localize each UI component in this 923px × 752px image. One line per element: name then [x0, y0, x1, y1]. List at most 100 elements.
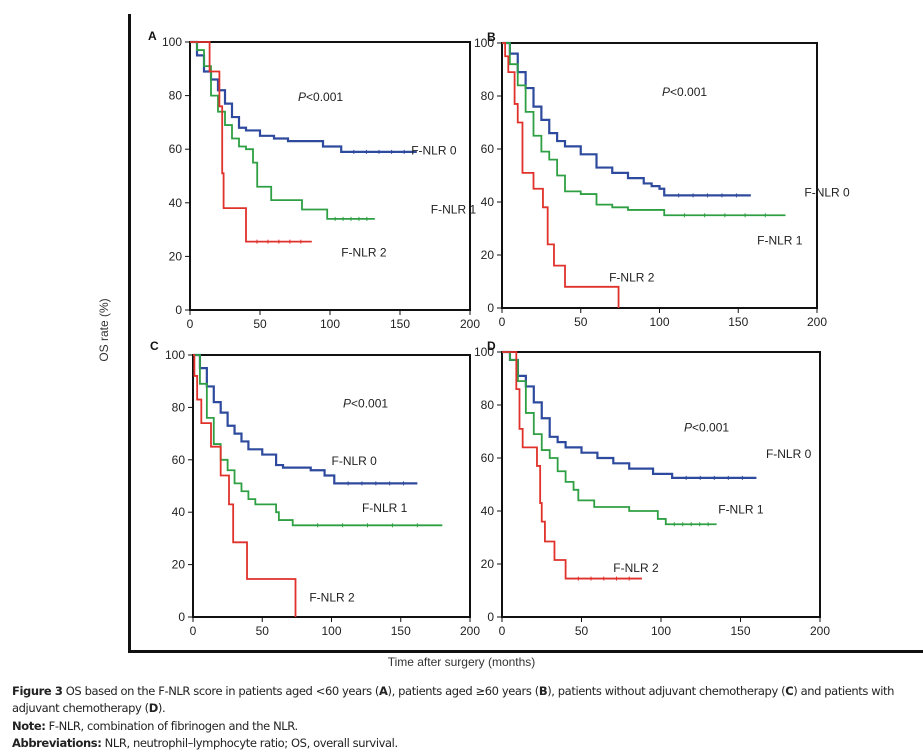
panel-b-x-tick-label: 150 — [728, 315, 748, 329]
panel-c-y-tick-label: 0 — [178, 610, 185, 624]
panel-c-y-tick-label: 100 — [165, 348, 185, 362]
panel-c-p-value: P<0.001 — [343, 396, 388, 410]
panel-c-y-tick-label: 40 — [172, 505, 186, 519]
panel-b-x-tick-label: 0 — [499, 315, 506, 329]
caption-panel-d: D — [148, 701, 159, 715]
panel-b-y-tick-label: 20 — [481, 248, 495, 262]
caption-panel-b: B — [538, 684, 548, 698]
caption-text-3: ), patients without adjuvant chemotherap… — [547, 684, 786, 698]
panel-d-y-tick-label: 20 — [481, 557, 495, 571]
panel-b-p-symbol: P — [662, 85, 670, 99]
panel-c-curve-f-nlr-0 — [193, 353, 418, 485]
panel-d-y-tick-label: 100 — [474, 345, 494, 359]
panel-c-p-symbol: P — [343, 396, 351, 410]
panel-d-y-tick-label: 60 — [481, 451, 495, 465]
panel-b-x-tick-label: 200 — [807, 315, 827, 329]
panel-b-y-tick-label: 40 — [481, 195, 495, 209]
panel-a-curve-f-nlr-1 — [190, 41, 375, 220]
panel-a-label-f-nlr-1: F-NLR 1 — [431, 203, 477, 217]
caption-panel-a: A — [379, 684, 388, 698]
figure-caption: Figure 3 OS based on the F-NLR score in … — [12, 683, 922, 717]
panel-c-y-tick-label: 80 — [172, 400, 186, 414]
figure-note: Note: F-NLR, combination of fibrinogen a… — [12, 718, 922, 735]
panel-d-y-tick-label: 0 — [487, 610, 494, 624]
panel-d-letter: D — [487, 339, 496, 353]
panel-b-x-tick-label: 50 — [574, 315, 588, 329]
panel-c-y-tick-label: 60 — [172, 453, 186, 467]
caption-text-1: OS based on the F-NLR score in patients … — [62, 684, 380, 698]
panel-a-y-tick-label: 80 — [169, 89, 183, 103]
panel-a-x-tick-label: 0 — [187, 317, 194, 331]
panel-d-curve-f-nlr-2 — [502, 351, 642, 580]
caption-text-2: ), patients aged ≥60 years ( — [387, 684, 540, 698]
caption-text-5: ). — [157, 701, 166, 715]
panel-d-x-tick-label: 100 — [651, 624, 671, 638]
panel-a-plot-frame — [189, 41, 471, 311]
panel-a-y-tick-label: 100 — [162, 35, 182, 49]
abbreviations-text: NLR, neutrophil–lymphocyte ratio; OS, ov… — [101, 736, 398, 750]
panel-b-label-f-nlr-2: F-NLR 2 — [609, 271, 655, 285]
panel-a-p-threshold: <0.001 — [306, 90, 343, 104]
panel-a-p-symbol: P — [298, 90, 306, 104]
panel-a-p-value: P<0.001 — [298, 90, 343, 104]
panel-c-label-f-nlr-2: F-NLR 2 — [309, 590, 355, 604]
panel-c-x-tick-label: 0 — [190, 624, 197, 638]
panel-b-y-tick-label: 100 — [474, 36, 494, 50]
figure-frame — [128, 14, 923, 653]
panel-a-label-f-nlr-2: F-NLR 2 — [341, 245, 387, 259]
panel-d-label-f-nlr-2: F-NLR 2 — [613, 561, 659, 575]
caption-label: Figure 3 — [12, 684, 63, 698]
panel-b-curve-f-nlr-0 — [502, 41, 751, 197]
panel-a-x-tick-label: 200 — [460, 317, 480, 331]
panel-c-curve-f-nlr-1 — [193, 354, 443, 527]
panel-a-x-tick-label: 100 — [320, 317, 340, 331]
x-axis-label: Time after surgery (months) — [387, 655, 536, 669]
caption-text-4: ) and patients with adjuvant chemotherap… — [12, 684, 895, 715]
panel-b-y-tick-label: 80 — [481, 89, 495, 103]
panel-c-x-tick-label: 150 — [391, 624, 411, 638]
panel-d-curve-f-nlr-0 — [502, 350, 757, 479]
note-label: Note: — [12, 719, 46, 733]
panel-b-plot-frame — [501, 42, 818, 309]
panel-b-p-threshold: <0.001 — [670, 85, 707, 99]
panel-a-x-tick-label: 150 — [390, 317, 410, 331]
panel-a-y-tick-label: 60 — [169, 142, 183, 156]
panel-d-label-f-nlr-1: F-NLR 1 — [718, 503, 764, 517]
panel-c-p-threshold: <0.001 — [351, 396, 388, 410]
panel-b-label-f-nlr-1: F-NLR 1 — [757, 233, 803, 247]
panel-a-x-tick-label: 50 — [253, 317, 267, 331]
panel-d-x-tick-label: 0 — [499, 624, 506, 638]
figure-abbreviations: Abbreviations: NLR, neutrophil–lymphocyt… — [12, 735, 922, 752]
panel-d-p-threshold: <0.001 — [692, 421, 729, 435]
panel-b-y-tick-label: 60 — [481, 142, 495, 156]
panel-c-x-tick-label: 100 — [321, 624, 341, 638]
panel-c-curve-f-nlr-2 — [193, 354, 297, 617]
panel-c-label-f-nlr-0: F-NLR 0 — [332, 454, 378, 468]
panel-c-plot-frame — [192, 354, 471, 618]
caption-panel-c: C — [785, 684, 794, 698]
panel-b-p-value: P<0.001 — [662, 85, 707, 99]
panel-d-x-tick-label: 150 — [730, 624, 750, 638]
panel-d-y-tick-label: 40 — [481, 504, 495, 518]
panel-b-letter: B — [487, 30, 496, 44]
panel-a-letter: A — [148, 29, 157, 43]
panel-b-curve-f-nlr-1 — [502, 42, 786, 217]
panel-d-plot-frame — [501, 351, 821, 618]
panel-d-p-symbol: P — [684, 421, 692, 435]
panel-d-p-value: P<0.001 — [684, 421, 729, 435]
panel-d-label-f-nlr-0: F-NLR 0 — [766, 447, 812, 461]
panel-c-x-tick-label: 200 — [460, 624, 480, 638]
panel-a-y-tick-label: 40 — [169, 196, 183, 210]
panel-c-y-tick-label: 20 — [172, 558, 186, 572]
panel-b-y-tick-label: 0 — [487, 301, 494, 315]
panel-a-label-f-nlr-0: F-NLR 0 — [411, 144, 457, 158]
panel-d-y-tick-label: 80 — [481, 398, 495, 412]
note-text: F-NLR, combination of fibrinogen and the… — [45, 719, 298, 733]
panel-b-label-f-nlr-0: F-NLR 0 — [804, 186, 850, 200]
panel-d-curve-f-nlr-1 — [502, 351, 717, 526]
panel-a-y-tick-label: 0 — [175, 303, 182, 317]
panel-d-x-tick-label: 50 — [575, 624, 589, 638]
panel-c-letter: C — [150, 339, 159, 353]
panel-b-x-tick-label: 100 — [649, 315, 669, 329]
